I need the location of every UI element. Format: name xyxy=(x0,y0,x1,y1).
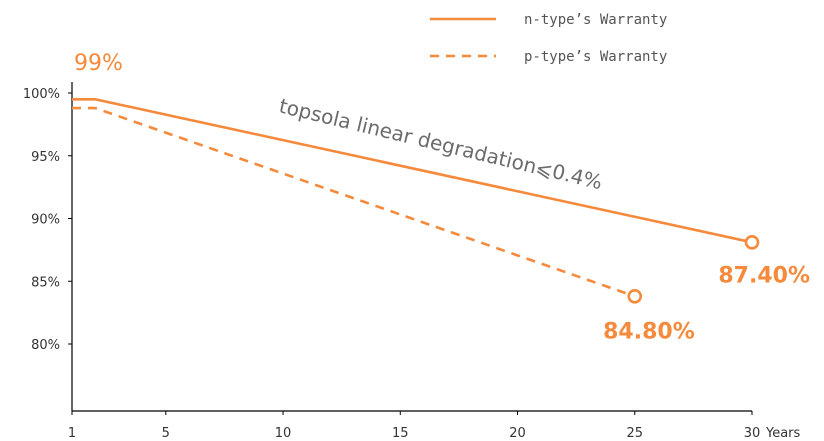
y-tick-label: 90% xyxy=(31,213,60,228)
x-tick-label: 30 xyxy=(744,426,761,441)
x-axis-unit-label: Years xyxy=(765,426,801,441)
x-axis-ticks: 1 5 10 15 20 25 30 Years xyxy=(68,411,801,441)
y-tick-label: 100% xyxy=(23,87,60,102)
legend-label-n-type: n-type’s Warranty xyxy=(524,12,667,28)
x-tick-label: 5 xyxy=(162,426,170,441)
n-type-end-marker xyxy=(744,235,760,250)
x-tick-label: 25 xyxy=(626,426,643,441)
x-tick-label: 1 xyxy=(68,426,76,441)
data-labels: 87.40% 84.80% 99% topsola linear degradatio… xyxy=(74,51,810,344)
series-lines xyxy=(72,98,753,298)
n-type-series-line xyxy=(72,98,753,244)
p-type-end-value-label: 84.80% xyxy=(603,319,695,344)
degradation-annotation: topsola linear degradation⩽0.4% xyxy=(277,94,605,195)
y-tick-label: 95% xyxy=(31,150,60,165)
y-tick-label: 85% xyxy=(31,275,60,290)
n-type-end-value-label: 87.40% xyxy=(718,263,810,288)
end-markers xyxy=(627,235,760,304)
start-value-label: 99% xyxy=(74,51,123,76)
y-tick-label: 80% xyxy=(31,338,60,353)
p-type-series-line xyxy=(72,106,636,298)
x-tick-label: 10 xyxy=(275,426,292,441)
x-tick-label: 15 xyxy=(392,426,409,441)
legend-label-p-type: p-type’s Warranty xyxy=(524,49,667,65)
legend: n-type’s Warranty p-type’s Warranty xyxy=(430,12,667,65)
x-tick-label: 20 xyxy=(509,426,526,441)
p-type-end-marker xyxy=(627,289,643,304)
y-axis-ticks: 100% 95% 90% 85% 80% xyxy=(23,87,72,353)
axes xyxy=(71,82,752,412)
